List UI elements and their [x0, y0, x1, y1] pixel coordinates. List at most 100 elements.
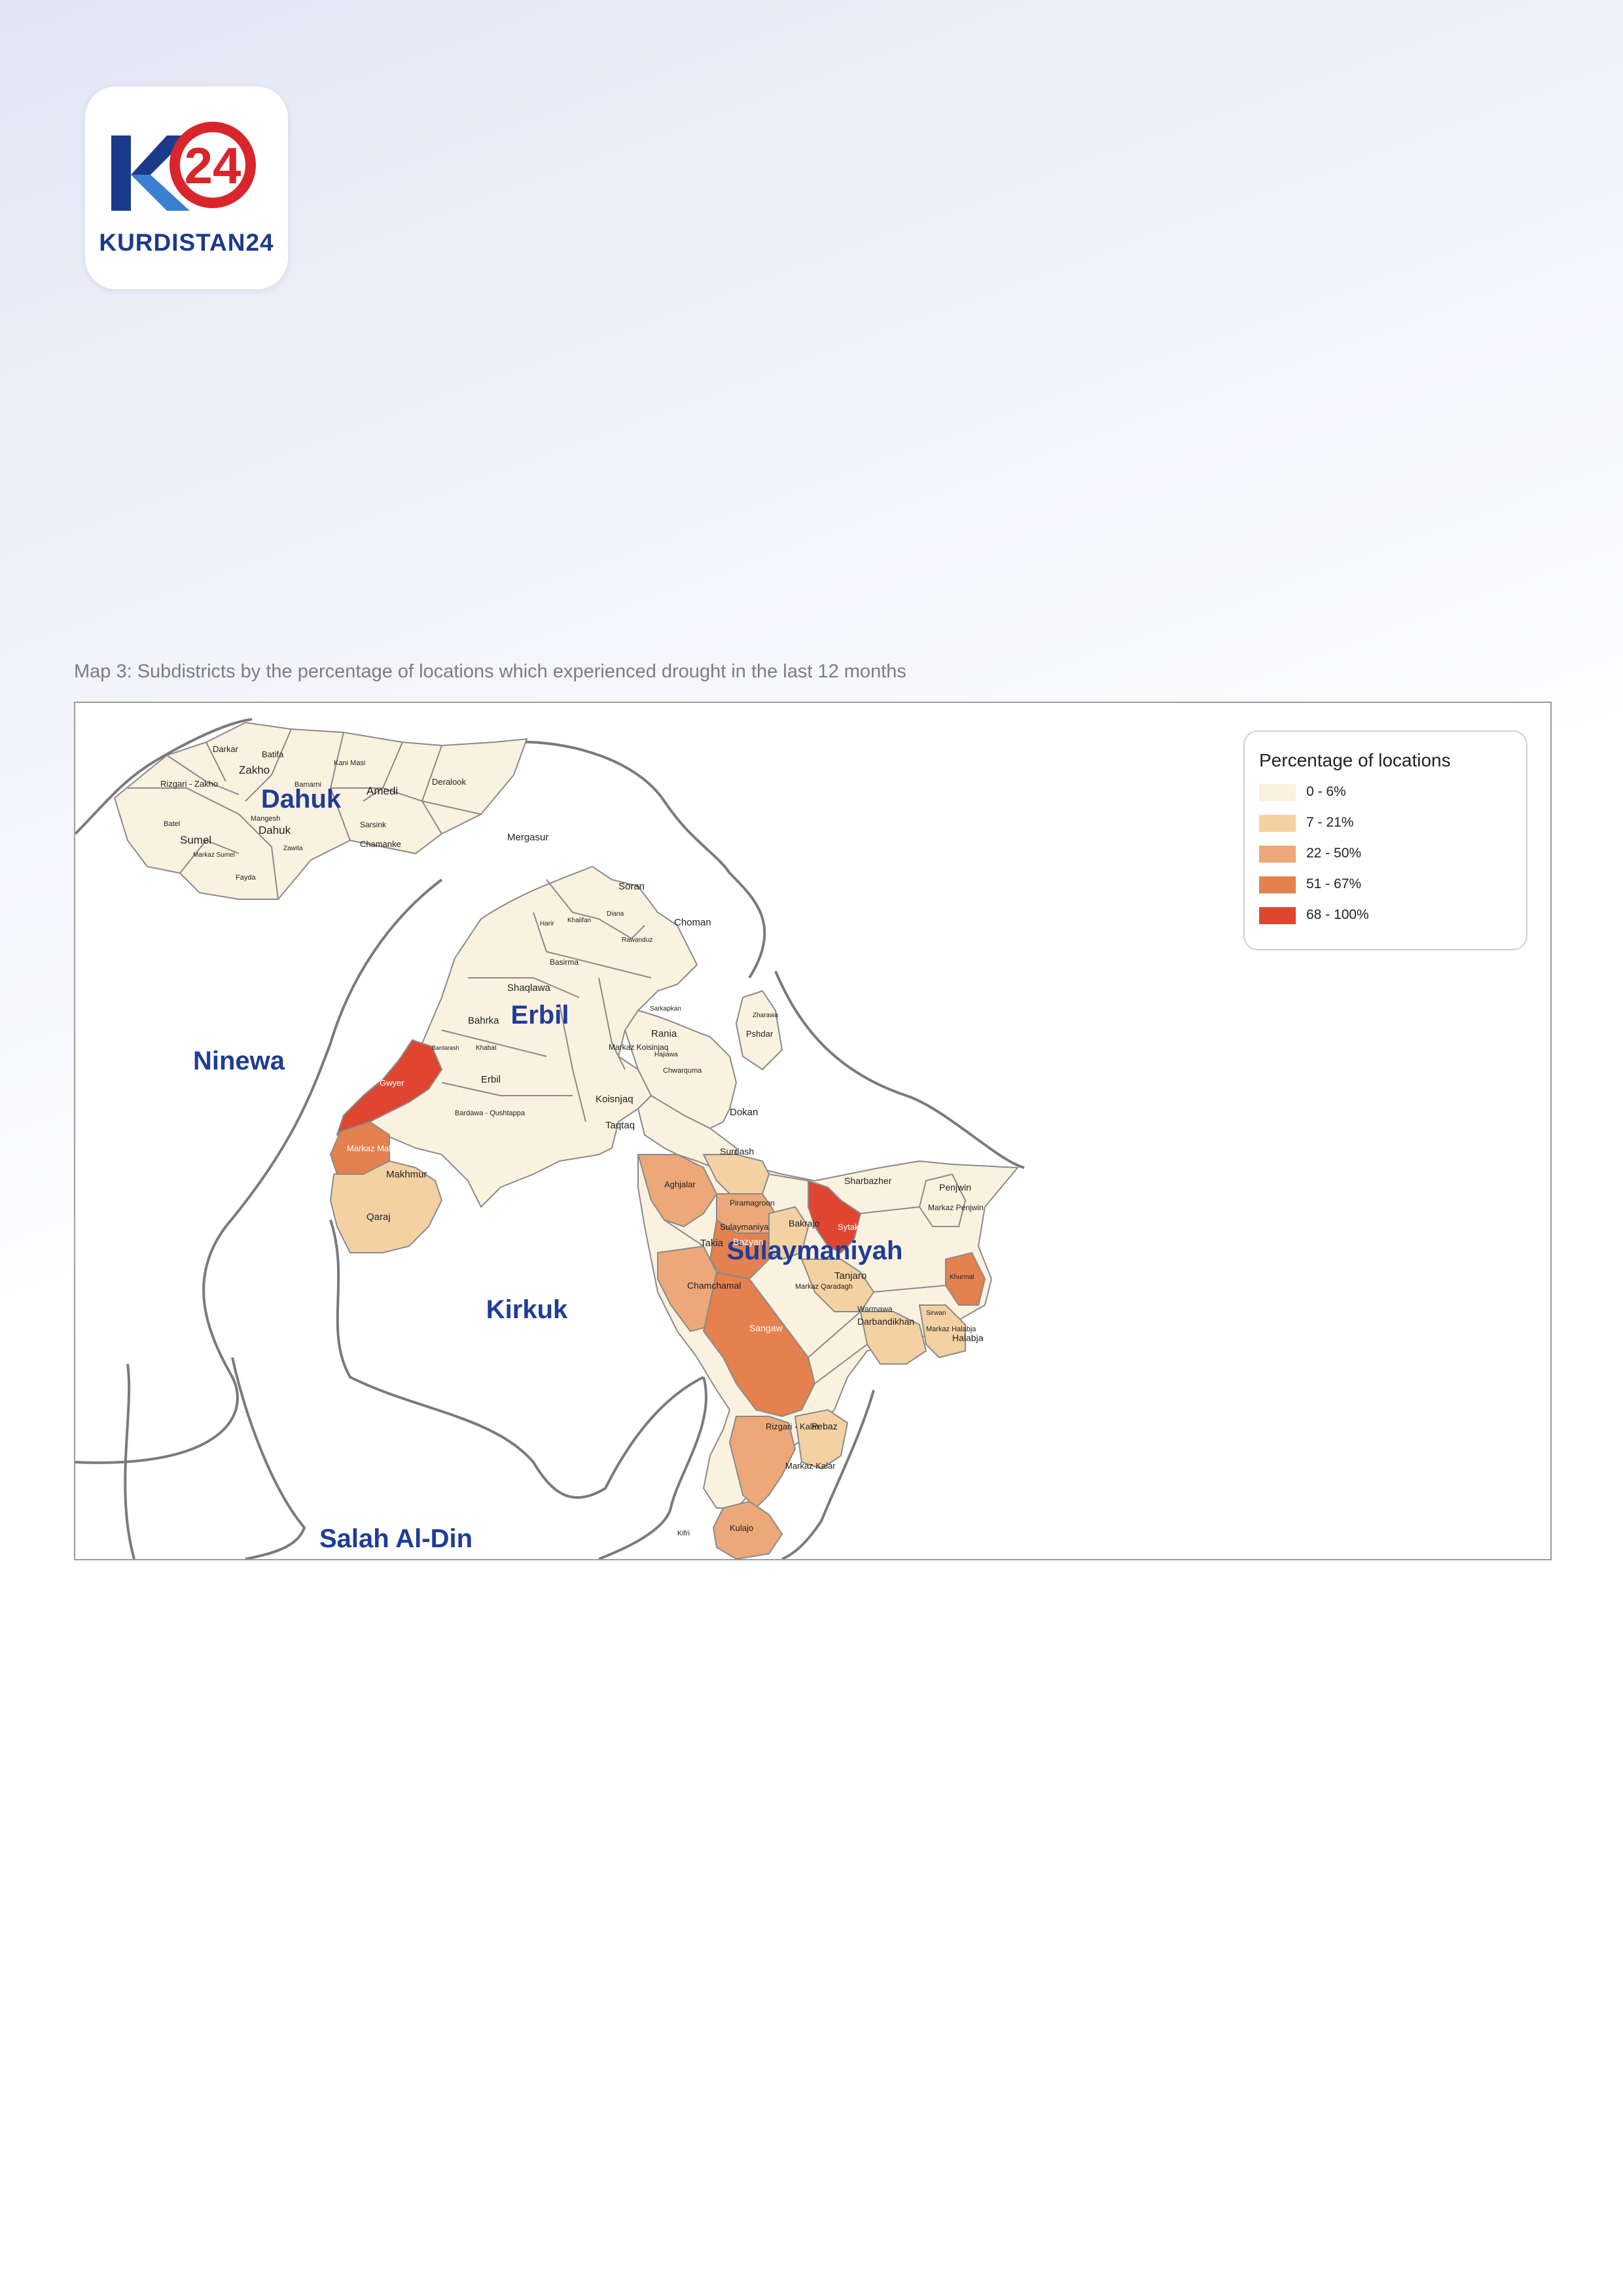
kulajo-region [712, 1500, 783, 1559]
label-surdash: Surdash [720, 1146, 754, 1157]
logo-mark-icon: 24 [111, 122, 256, 211]
label-batifa: Batifa [262, 749, 284, 759]
label-bardawa: Bardawa - Qushtappa [455, 1109, 526, 1117]
label-markaz-kalar: Markaz Kalar [785, 1461, 836, 1471]
label-pebaz: Pebaz [812, 1421, 838, 1431]
erbil-subdistrict-labels: Mergasur Soran Harir Khalifan Diana Rawa… [347, 832, 778, 1223]
label-fayda: Fayda [236, 874, 256, 882]
label-pshdar: Pshdar [746, 1029, 774, 1039]
halabja-region [918, 1304, 966, 1359]
map-legend: Percentage of locations 0 - 6% 7 - 21% 2… [1243, 730, 1527, 950]
logo-wordmark: KURDISTAN24 [99, 229, 274, 256]
label-bardarash: Bardarash [432, 1045, 459, 1051]
logo-number: 24 [185, 137, 241, 194]
label-choman: Choman [674, 917, 711, 928]
label-rizgari-zakho: Rizgari - Zakho [160, 779, 218, 789]
label-sulaymaniyah: Sulaymaniyah [726, 1236, 902, 1265]
label-darkar: Darkar [213, 744, 239, 754]
label-hajiawa: Hajiawa [654, 1051, 678, 1058]
erbil-north-border [507, 740, 766, 979]
map-caption: Map 3: Subdistricts by the percentage of… [74, 661, 906, 682]
label-mergasur: Mergasur [507, 832, 548, 843]
bakrajo-region [768, 1206, 810, 1261]
label-darbandikhan: Darbandikhan [857, 1316, 914, 1327]
iran-border [774, 971, 1025, 1169]
aghjalar-region [637, 1154, 718, 1228]
label-markaz-makhmur: Markaz Makhmur [347, 1143, 413, 1153]
erbil-region [355, 865, 698, 1208]
label-khalifan: Khalifan [567, 917, 591, 924]
label-mangesh: Mangesh [251, 815, 280, 823]
legend-swatch [1259, 846, 1296, 863]
label-halabja: Halabja [952, 1333, 984, 1343]
label-bahrka: Bahrka [468, 1015, 499, 1026]
label-erbil: Erbil [511, 1001, 569, 1030]
label-koisnjaq: Koisnjaq [596, 1094, 633, 1105]
legend-swatch [1259, 907, 1296, 924]
label-dahuk-sub: Dahuk [259, 824, 291, 836]
label-deralook: Deralook [432, 777, 467, 787]
label-rizgari-kalar: Rizgari - Kalar [766, 1422, 820, 1431]
legend-label: 22 - 50% [1306, 846, 1362, 861]
label-sarkapkan: Sarkapkan [650, 1005, 681, 1013]
ninewa-erbil-border [75, 878, 443, 1464]
legend-label: 51 - 67% [1306, 876, 1362, 891]
ninewa-north-border [75, 718, 253, 835]
legend-title: Percentage of locations [1259, 750, 1451, 770]
label-shaqlawa: Shaqlawa [507, 982, 551, 994]
governorate-outlines [75, 718, 1025, 1559]
dahuk-subdistricts [113, 721, 528, 900]
qaraj-region [329, 1160, 443, 1253]
label-rania: Rania [651, 1028, 677, 1039]
diyala-border [598, 1376, 708, 1559]
label-diana: Diana [607, 910, 624, 918]
label-aghjalar: Aghjalar [664, 1179, 696, 1189]
label-sulaymaniya: Sulaymaniya [720, 1222, 769, 1232]
label-ninewa: Ninewa [193, 1047, 285, 1075]
label-sangaw: Sangaw [749, 1323, 783, 1333]
label-khabat: Khabat [476, 1045, 497, 1052]
label-bakrajo: Bakrajo [789, 1218, 820, 1229]
label-zharawa: Zharawa [753, 1012, 778, 1019]
kurdistan24-logo[interactable]: 24 KURDISTAN24 [85, 86, 288, 289]
label-markaz-koisinjaq: Markaz Koisinjaq [609, 1043, 668, 1052]
label-soran: Soran [618, 881, 645, 892]
dahuk-subdistrict-labels: Darkar Batifa Zakho Rizgari - Zakho Bama… [160, 744, 467, 882]
label-makhmur: Makhmur [386, 1169, 427, 1180]
label-tanjaro: Tanjaro [834, 1270, 866, 1282]
kirkuk-border [329, 1219, 704, 1499]
label-piramagroon: Piramagroon [730, 1198, 775, 1208]
label-kirkuk: Kirkuk [486, 1295, 568, 1324]
label-bamarni: Bamarni [294, 781, 321, 789]
label-markaz-qaradagh: Markaz Qaradagh [795, 1283, 853, 1291]
label-sharbazher: Sharbazher [844, 1175, 892, 1186]
label-chwarquma: Chwarquma [663, 1067, 702, 1075]
label-gwyer: Gwyer [380, 1078, 404, 1088]
pshdar-region [735, 990, 783, 1071]
label-dahuk: Dahuk [261, 785, 342, 814]
dahuk-region [113, 721, 528, 900]
label-basirma: Basirma [550, 958, 579, 967]
label-kulajo: Kulajo [730, 1523, 753, 1533]
label-zakho: Zakho [239, 764, 270, 776]
label-markaz-sumel: Markaz Sumel [193, 852, 235, 859]
label-chamchamal: Chamchamal [687, 1280, 741, 1291]
label-markaz-halabja: Markaz Halabja [926, 1325, 976, 1333]
label-zawita: Zawita [283, 845, 303, 852]
label-salah-al-din: Salah Al-Din [319, 1524, 473, 1553]
erbil-subdistricts [329, 865, 783, 1253]
sangaw-region [702, 1271, 816, 1418]
label-chamanke: Chamanke [360, 839, 401, 849]
map-frame: Dahuk Erbil Ninewa Sulaymaniyah Kirkuk S… [74, 702, 1552, 1560]
sytak-region [808, 1179, 862, 1254]
darbandikhan-region [859, 1311, 927, 1365]
label-kifri: Kifri [677, 1530, 690, 1537]
label-markaz-penjwin: Markaz Penjwin [928, 1203, 984, 1212]
label-kani-masi: Kani Masi [334, 759, 365, 767]
label-erbil-sub: Erbil [481, 1074, 501, 1085]
label-rawanduz: Rawanduz [622, 937, 652, 944]
label-penjwin: Penjwin [939, 1182, 971, 1193]
east-border [781, 1390, 875, 1559]
label-taqtaq: Taqtaq [605, 1120, 635, 1131]
pebaz-region [794, 1408, 849, 1470]
